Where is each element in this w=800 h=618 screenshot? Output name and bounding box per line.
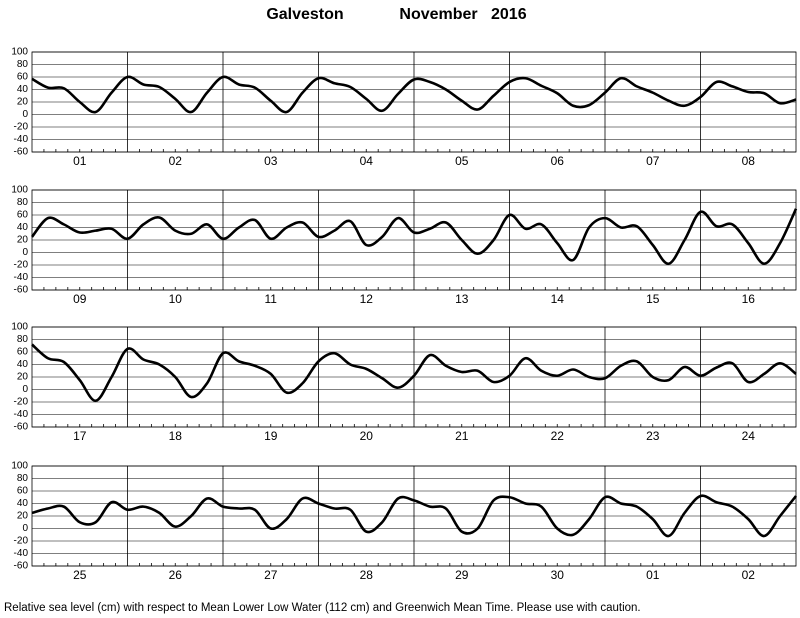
day-label: 12 [360,292,374,306]
day-label: 04 [360,154,374,168]
day-label: 22 [551,429,565,443]
y-tick-label: 40 [17,359,29,370]
y-tick-label: 100 [11,185,28,196]
y-tick-label: 20 [17,372,29,383]
y-tick-label: 100 [11,47,28,58]
y-tick-label: -60 [14,285,29,296]
y-tick-label: 40 [17,498,29,509]
tide-curve [31,343,797,403]
y-tick-label: 60 [17,72,29,83]
day-label: 27 [264,568,278,582]
day-label: 28 [360,568,374,582]
tide-curve [30,208,798,266]
y-tick-label: -40 [14,409,29,420]
y-tick-label: -20 [14,260,29,271]
day-label: 21 [455,429,469,443]
day-label: 08 [742,154,756,168]
day-label: 24 [742,429,756,443]
footnote: Relative sea level (cm) with respect to … [4,602,641,614]
y-tick-label: -40 [14,272,29,283]
day-label: 01 [73,154,87,168]
y-tick-label: 40 [17,222,29,233]
day-label: 02 [169,154,183,168]
day-label: 23 [646,429,660,443]
y-tick-label: 0 [22,109,28,120]
day-label: 20 [360,429,374,443]
y-tick-label: 60 [17,210,29,221]
y-tick-label: 80 [17,334,29,345]
day-label: 07 [646,154,660,168]
day-label: 11 [265,292,278,306]
y-tick-label: 100 [11,322,28,333]
y-tick-label: 60 [17,347,29,358]
day-label: 17 [73,429,87,443]
y-tick-label: 0 [22,247,28,258]
day-label: 14 [551,292,565,306]
y-tick-label: 80 [17,59,29,70]
day-label: 30 [551,568,565,582]
day-label: 26 [169,568,183,582]
day-label: 03 [264,154,278,168]
y-tick-label: -60 [14,561,29,572]
day-label: 01 [646,568,660,582]
tide-curve [31,75,797,114]
tide-curve [31,494,798,538]
y-tick-label: 60 [17,486,29,497]
y-tick-label: 100 [11,461,28,472]
y-tick-label: 80 [17,473,29,484]
day-label: 05 [455,154,469,168]
day-label: 29 [455,568,469,582]
y-tick-label: -40 [14,134,29,145]
y-tick-label: 0 [22,384,28,395]
y-tick-label: 20 [17,235,29,246]
y-tick-label: -40 [14,548,29,559]
day-label: 15 [646,292,660,306]
day-label: 10 [169,292,183,306]
y-tick-label: -60 [14,147,29,158]
day-label: 19 [264,429,278,443]
y-tick-label: -20 [14,397,29,408]
y-tick-label: -20 [14,122,29,133]
day-label: 02 [742,568,756,582]
day-label: 06 [551,154,565,168]
y-tick-label: -20 [14,536,29,547]
station-title: Galveston [266,6,343,23]
y-tick-label: 20 [17,511,29,522]
day-label: 25 [73,568,87,582]
y-tick-label: 40 [17,84,29,95]
y-tick-label: 80 [17,197,29,208]
day-label: 09 [73,292,87,306]
month-title: November 2016 [399,6,526,23]
y-tick-label: 0 [22,523,28,534]
day-label: 13 [455,292,469,306]
day-label: 16 [742,292,756,306]
y-tick-label: -60 [14,422,29,433]
y-tick-label: 20 [17,97,29,108]
day-label: 18 [169,429,183,443]
